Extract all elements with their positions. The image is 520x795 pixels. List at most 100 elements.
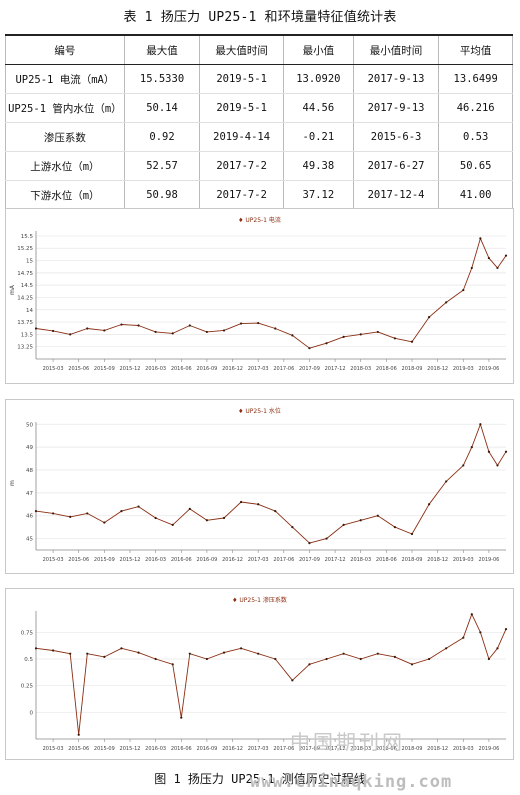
x-tick-label: 2017-03 xyxy=(248,746,269,752)
data-point xyxy=(154,516,157,520)
data-point xyxy=(274,327,277,330)
table-cell: 44.56 xyxy=(282,93,354,123)
x-tick-label: 2017-12 xyxy=(325,366,346,372)
data-point xyxy=(205,330,209,334)
data-point xyxy=(120,323,123,326)
y-tick-label: 0.5 xyxy=(24,657,33,663)
header-cell: 最小值 xyxy=(282,34,354,65)
table-cell: 渗压系数 xyxy=(5,122,125,152)
x-tick-label: 2017-03 xyxy=(248,366,269,372)
data-point xyxy=(120,647,123,650)
data-point xyxy=(427,316,431,319)
x-tick-label: 2018-06 xyxy=(376,746,397,752)
table-cell: 50.65 xyxy=(438,151,513,181)
x-tick-label: 2016-12 xyxy=(222,746,243,752)
x-tick-label: 2015-12 xyxy=(120,557,141,563)
series-line xyxy=(35,237,507,349)
data-point xyxy=(86,327,89,330)
y-tick-label: 0.75 xyxy=(21,630,34,636)
header-cell: 最小值时间 xyxy=(352,34,440,65)
x-tick-label: 2017-12 xyxy=(325,557,346,563)
x-tick-label: 2015-03 xyxy=(43,746,64,752)
data-point xyxy=(239,647,243,650)
data-point xyxy=(308,663,311,666)
table-row: 下游水位（m） 50.98 2017-7-2 37.12 2017-12-4 4… xyxy=(5,180,513,211)
data-point xyxy=(359,519,362,522)
data-point xyxy=(257,321,260,325)
data-point xyxy=(410,340,414,343)
table-cell: 15.5330 xyxy=(123,64,201,94)
table-cell: -0.21 xyxy=(282,122,354,152)
x-tick-label: 2018-12 xyxy=(427,746,448,752)
water-level-chart-panel: ♦ UP25-1 水位 45 46 47 48 49 50 m 2015-03 2015-06 20… xyxy=(5,399,514,574)
data-point xyxy=(487,657,491,661)
data-point xyxy=(342,335,345,338)
y-tick-label: 13.25 xyxy=(17,345,33,351)
data-point xyxy=(376,652,379,655)
x-tick-label: 2018-09 xyxy=(402,746,423,752)
data-point xyxy=(462,464,465,467)
x-tick-label: 2016-03 xyxy=(145,557,166,563)
x-tick-label: 2016-09 xyxy=(196,557,217,563)
x-tick-label: 2019-06 xyxy=(478,366,499,372)
y-tick-label: 50 xyxy=(26,422,33,428)
data-point xyxy=(291,679,294,682)
data-point xyxy=(470,266,473,270)
table-cell: 2019-4-14 xyxy=(199,122,284,152)
table-header-row: 编号 最大值 最大值时间 最小值 最小值时间 平均值 xyxy=(5,34,513,65)
table-cell: 13.6499 xyxy=(438,64,513,94)
table-cell: 下游水位（m） xyxy=(5,180,125,211)
data-point xyxy=(222,516,226,520)
x-tick-label: 2017-09 xyxy=(299,746,320,752)
data-point xyxy=(171,523,174,526)
x-tick-label: 2016-12 xyxy=(222,557,243,563)
x-tick-label: 2016-03 xyxy=(145,746,166,752)
data-point xyxy=(393,526,397,529)
data-point xyxy=(308,347,311,350)
x-tick-label: 2019-03 xyxy=(453,557,474,563)
data-point xyxy=(69,515,72,518)
table-row: UP25-1 电流（mA） 15.5330 2019-5-1 13.0920 2… xyxy=(5,64,513,94)
data-point xyxy=(171,332,174,335)
y-tick-label: 0 xyxy=(30,710,34,716)
table-title: 表 1 扬压力 UP25-1 和环境量特征值统计表 xyxy=(123,10,397,25)
table-row: 上游水位（m） 52.57 2017-7-2 49.38 2017-6-27 5… xyxy=(5,151,513,181)
x-tick-label: 2019-03 xyxy=(453,366,474,372)
x-tick-label: 2016-09 xyxy=(196,746,217,752)
x-tick-label: 2018-03 xyxy=(350,557,371,563)
data-point xyxy=(359,657,362,661)
x-tick-label: 2018-03 xyxy=(350,366,371,372)
data-point xyxy=(325,342,328,345)
x-tick-label: 2015-03 xyxy=(43,366,64,372)
x-tick-label: 2016-06 xyxy=(171,557,192,563)
data-point xyxy=(188,652,191,655)
data-point xyxy=(205,657,209,661)
data-point xyxy=(51,512,55,515)
data-point xyxy=(274,657,277,661)
x-tick-label: 2018-03 xyxy=(350,746,371,752)
x-tick-label: 2019-06 xyxy=(478,557,499,563)
series-line xyxy=(35,423,507,544)
data-point xyxy=(103,329,106,332)
data-point xyxy=(257,652,260,655)
y-axis-label: mA xyxy=(9,284,16,295)
table-cell: 50.14 xyxy=(123,93,201,123)
x-tick-label: 2019-06 xyxy=(478,746,499,752)
x-tick-label: 2017-12 xyxy=(325,746,346,752)
y-axis-label: m xyxy=(9,480,16,486)
x-tick-label: 2018-09 xyxy=(402,366,423,372)
y-tick-label: 49 xyxy=(26,445,33,451)
data-point xyxy=(479,631,482,634)
x-tick-label: 2017-09 xyxy=(299,366,320,372)
y-tick-label: 14.25 xyxy=(17,295,33,301)
x-tick-label: 2017-06 xyxy=(273,366,294,372)
header-cell: 编号 xyxy=(5,34,125,65)
y-tick-label: 13.75 xyxy=(17,320,33,326)
legend-label: ♦ UP25-1 渗压系数 xyxy=(232,596,287,604)
x-tick-label: 2018-12 xyxy=(427,366,448,372)
x-tick-label: 2016-09 xyxy=(196,366,217,372)
header-cell: 平均值 xyxy=(438,34,513,65)
data-point xyxy=(239,500,243,504)
y-tick-label: 47 xyxy=(26,491,33,497)
data-point xyxy=(410,532,414,536)
